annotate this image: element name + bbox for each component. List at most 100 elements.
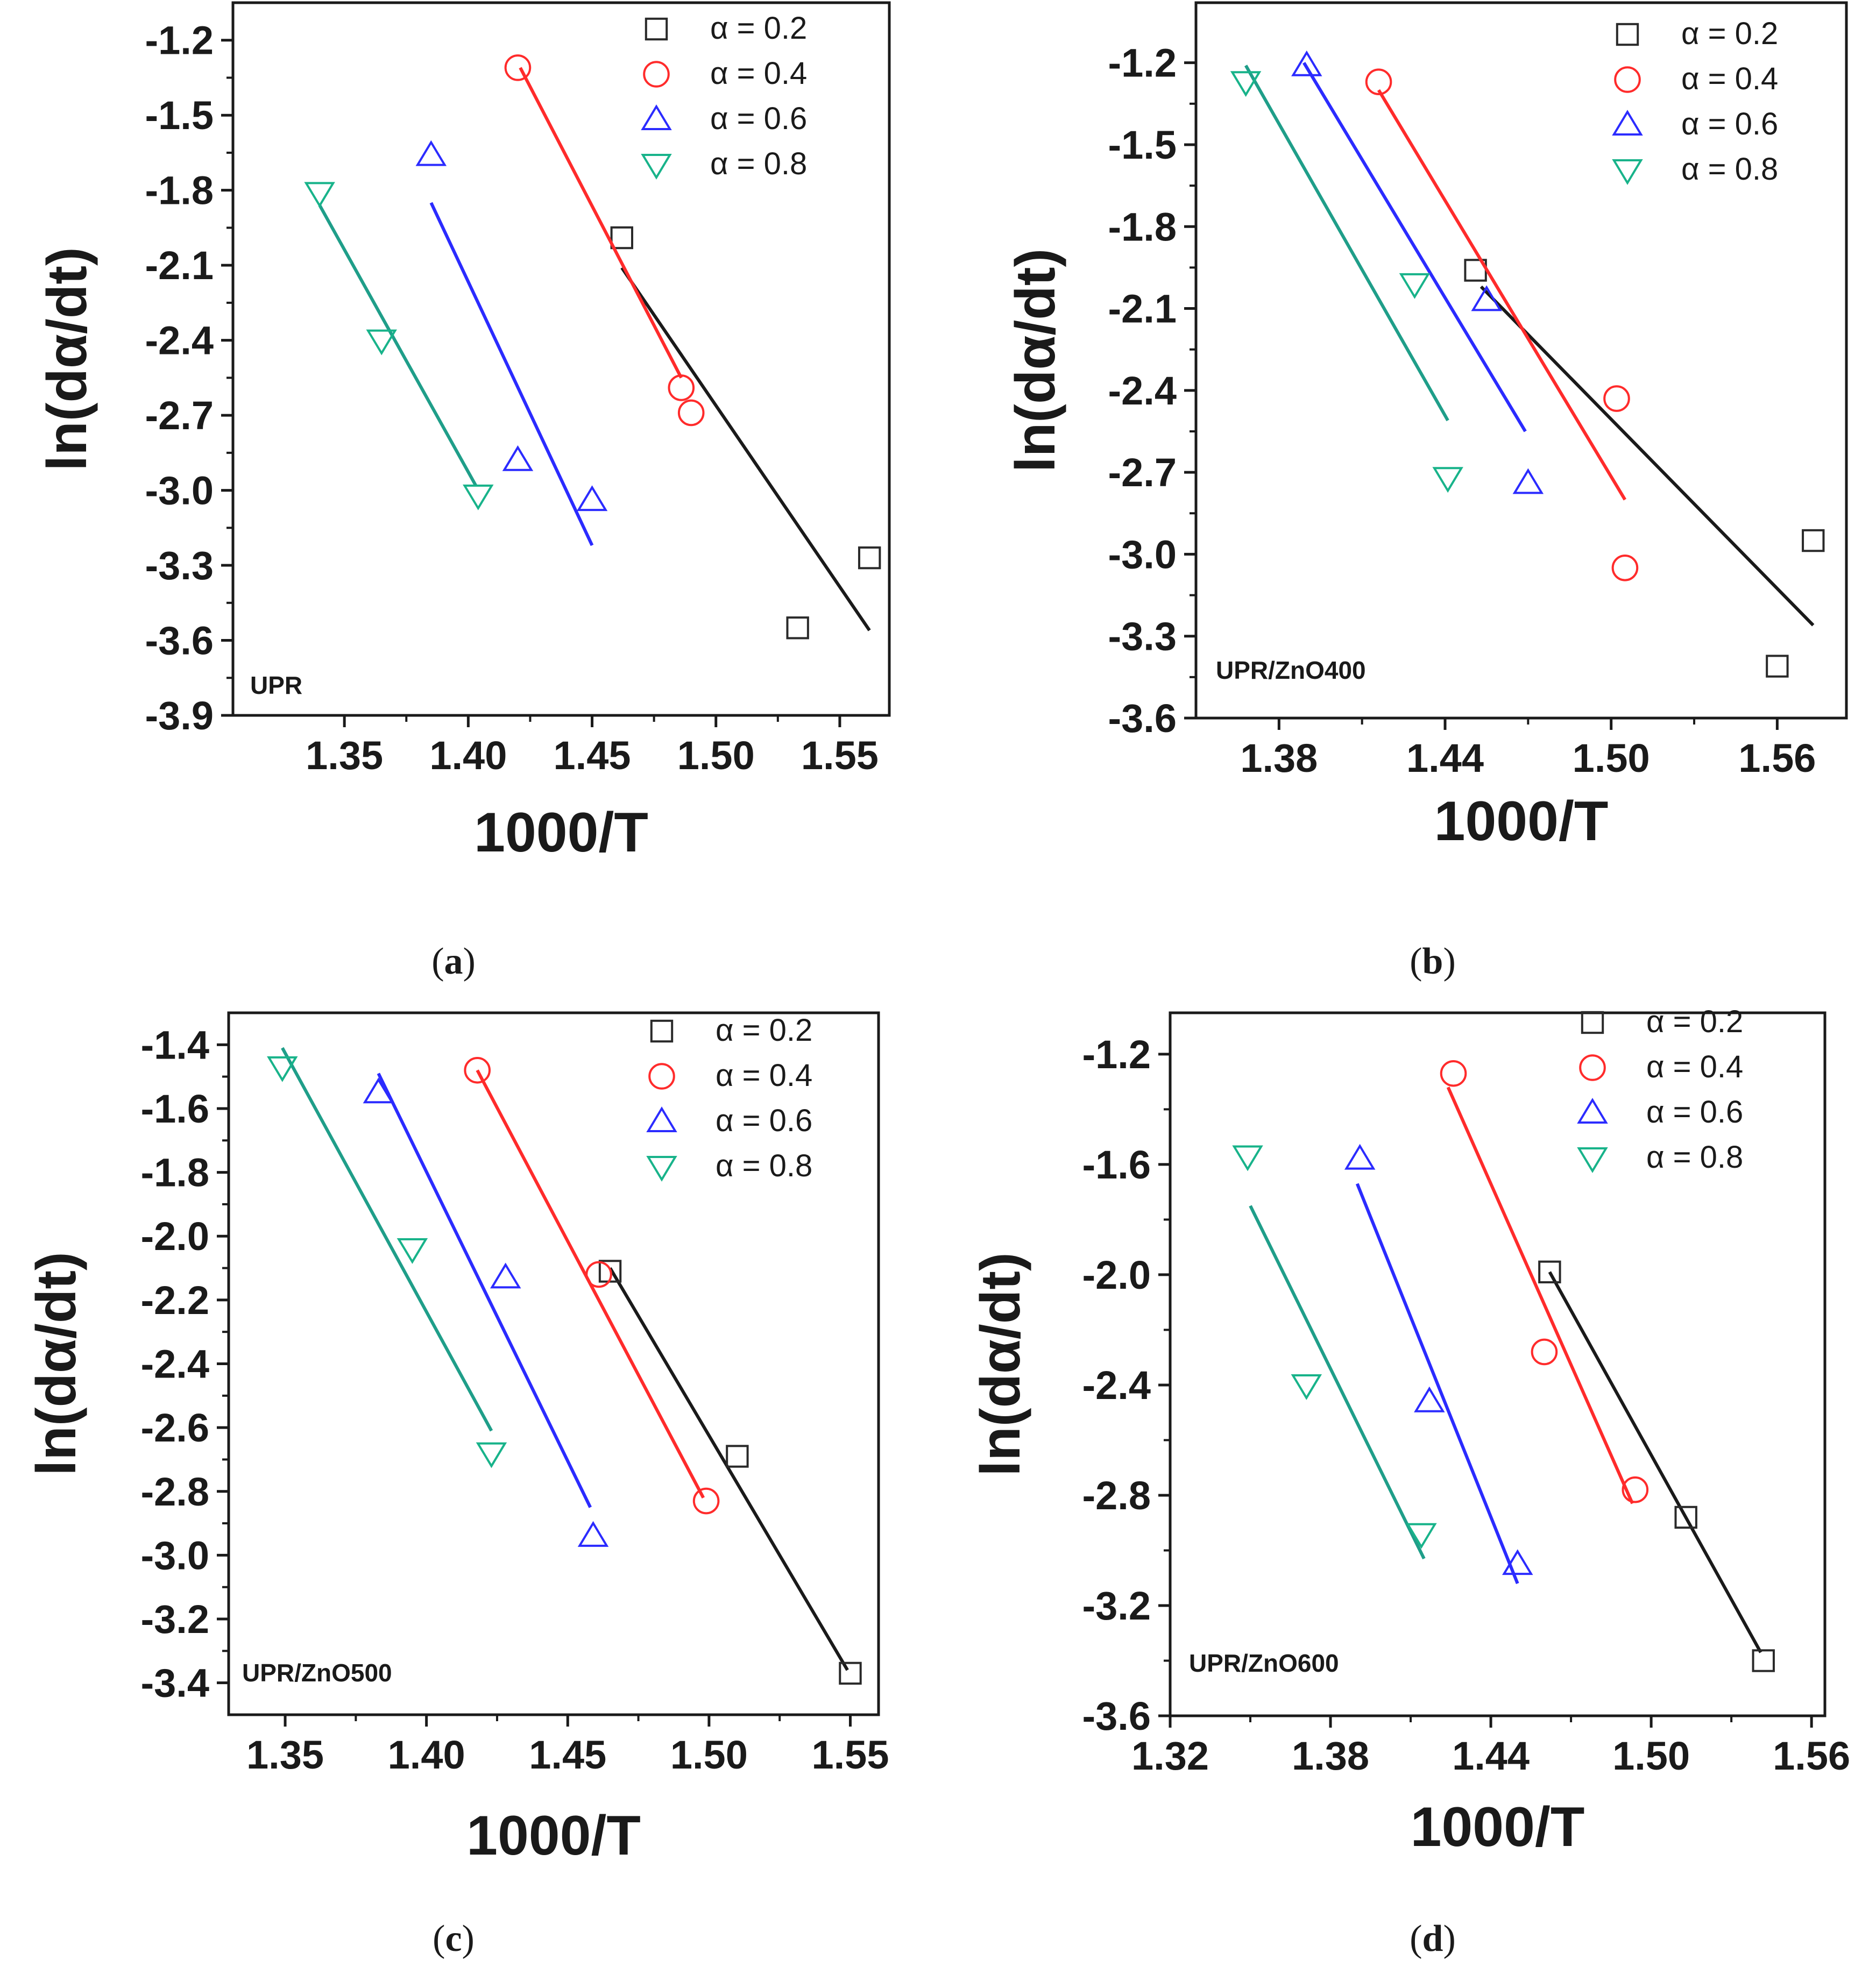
legend-triangle-down-icon xyxy=(1612,159,1643,185)
data-point xyxy=(585,1261,612,1288)
data-point xyxy=(839,1661,862,1685)
caption-open: ( xyxy=(433,1918,445,1959)
caption-close: ) xyxy=(1443,1918,1455,1959)
y-tick-label: -2.4 xyxy=(145,318,214,363)
x-tick-label: 1.50 xyxy=(670,1732,748,1777)
y-tick-label: -1.8 xyxy=(140,1151,209,1195)
caption-letter: a xyxy=(444,941,463,982)
x-tick-label: 1.45 xyxy=(529,1732,606,1777)
sample-label: UPR/ZnO500 xyxy=(242,1659,392,1687)
x-tick-label: 1.38 xyxy=(1292,1734,1369,1778)
x-tick-label: 1.50 xyxy=(1612,1734,1690,1778)
legend-triangle-down-icon xyxy=(646,1156,677,1182)
data-point xyxy=(576,485,608,512)
y-tick-label: -3.6 xyxy=(145,619,214,663)
fit-line xyxy=(1446,1087,1634,1504)
panel-caption: (a) xyxy=(431,941,476,982)
series-alpha-0.4 xyxy=(504,54,705,427)
series-alpha-0.8 xyxy=(1230,65,1463,493)
x-tick-label: 1.56 xyxy=(1773,1734,1850,1778)
data-point xyxy=(677,399,705,427)
y-tick-label: -2.4 xyxy=(1108,368,1177,413)
data-point xyxy=(1232,1145,1263,1171)
y-tick-label: -3.6 xyxy=(1108,696,1177,741)
y-tick-label: -2.4 xyxy=(140,1342,209,1387)
data-point xyxy=(397,1238,428,1264)
plot-frame xyxy=(1169,1011,1827,1717)
y-tick-label: -3.0 xyxy=(145,468,214,513)
legend-label: α = 0.8 xyxy=(716,1148,812,1183)
data-point xyxy=(476,1442,507,1468)
legend: α = 0.2 α = 0.4 α = 0.6 α = 0.8 xyxy=(1577,1004,1743,1175)
legend-triangle-down-icon xyxy=(1577,1147,1608,1173)
data-point xyxy=(490,1262,521,1289)
data-point xyxy=(598,1260,622,1283)
series-alpha-0.6 xyxy=(1344,1144,1533,1585)
legend-triangle-up-icon xyxy=(641,104,672,130)
x-tick-label: 1.35 xyxy=(246,1732,324,1777)
legend-label: α = 0.2 xyxy=(710,11,807,46)
fit-line xyxy=(519,67,683,379)
x-tick-label: 1.35 xyxy=(306,733,383,778)
x-tick-label: 1.55 xyxy=(811,1732,889,1777)
data-point xyxy=(1291,1374,1322,1400)
panel-caption: (c) xyxy=(433,1918,475,1959)
fit-line xyxy=(429,202,594,546)
series-alpha-0.6 xyxy=(363,1073,609,1547)
y-tick-label: -1.2 xyxy=(145,18,214,63)
y-tick-label: -1.5 xyxy=(145,93,214,138)
data-point xyxy=(1752,1649,1775,1672)
data-point xyxy=(504,54,532,81)
y-tick-label: -3.4 xyxy=(140,1661,209,1706)
legend-circle-icon xyxy=(1579,1054,1606,1081)
data-point xyxy=(1512,468,1544,494)
data-point xyxy=(1406,1523,1437,1549)
y-tick-label: -3.9 xyxy=(145,693,214,738)
y-tick-label: -1.8 xyxy=(145,168,214,213)
fit-line xyxy=(318,204,477,486)
data-point xyxy=(1603,385,1630,412)
y-tick-label: -2.0 xyxy=(1082,1253,1151,1297)
series-alpha-0.2 xyxy=(610,226,881,640)
legend-label: α = 0.4 xyxy=(710,56,807,91)
data-point xyxy=(668,374,695,401)
legend-square-icon xyxy=(1581,1011,1604,1034)
series-alpha-0.8 xyxy=(304,182,494,510)
data-point xyxy=(363,1077,394,1104)
data-point xyxy=(464,1056,491,1084)
y-tick-label: -2.8 xyxy=(1082,1473,1151,1518)
caption-open: ( xyxy=(1410,1918,1422,1959)
data-point xyxy=(577,1521,609,1547)
data-point xyxy=(1611,555,1639,581)
caption-close: ) xyxy=(462,1918,475,1959)
legend-circle-icon xyxy=(1614,66,1641,93)
fit-line xyxy=(281,1047,493,1432)
legend-square-icon xyxy=(650,1019,674,1043)
legend-label: α = 0.8 xyxy=(1646,1140,1743,1175)
data-point xyxy=(1230,71,1262,97)
legend-square-icon xyxy=(1616,23,1639,46)
caption-close: ) xyxy=(1443,941,1455,982)
x-tick-label: 1.44 xyxy=(1406,736,1484,780)
data-point xyxy=(786,616,809,640)
series-alpha-0.8 xyxy=(1232,1145,1437,1560)
fit-line xyxy=(620,267,871,631)
series-alpha-0.4 xyxy=(1440,1060,1649,1504)
y-tick-label: -3.2 xyxy=(1082,1583,1151,1628)
x-tick-label: 1.45 xyxy=(554,733,631,778)
data-point xyxy=(1538,1260,1561,1283)
series-alpha-0.4 xyxy=(464,1056,720,1515)
y-tick-label: -2.2 xyxy=(140,1278,209,1323)
legend-label: α = 0.4 xyxy=(716,1058,812,1093)
x-tick-label: 1.40 xyxy=(429,733,507,778)
y-tick-label: -1.2 xyxy=(1108,41,1177,86)
legend-label: α = 0.6 xyxy=(1681,106,1778,141)
data-point xyxy=(1622,1476,1649,1503)
y-tick-label: -1.2 xyxy=(1082,1032,1151,1077)
series-alpha-0.6 xyxy=(1291,50,1544,494)
legend-triangle-up-icon xyxy=(646,1106,677,1132)
legend-square-icon xyxy=(645,17,668,41)
legend-triangle-down-icon xyxy=(641,154,672,180)
sample-label: UPR/ZnO400 xyxy=(1216,656,1366,684)
